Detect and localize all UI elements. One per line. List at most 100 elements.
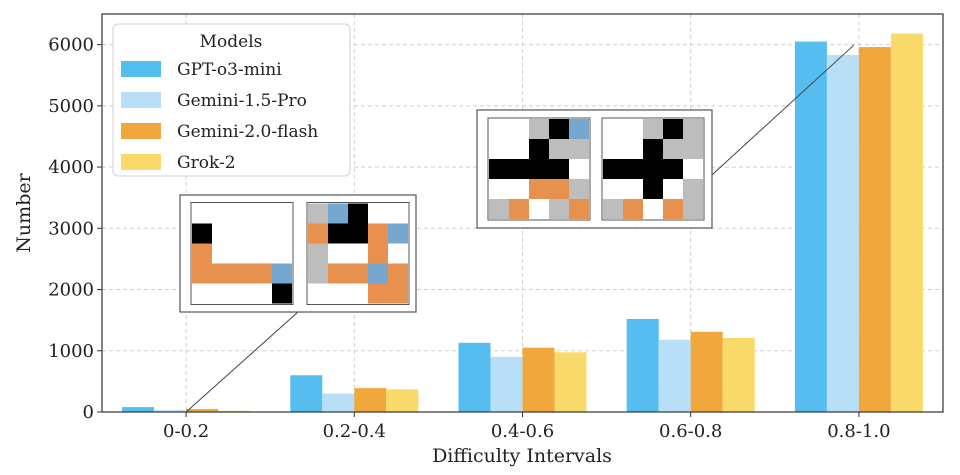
grid-cell bbox=[272, 283, 292, 304]
grid-cell bbox=[368, 263, 388, 284]
x-axis-label: Difficulty Intervals bbox=[432, 445, 612, 467]
y-tick-label: 0 bbox=[83, 402, 94, 423]
grid-cell bbox=[643, 139, 663, 159]
grid-cell bbox=[272, 263, 292, 284]
grid-cell bbox=[232, 263, 252, 284]
grid-cell bbox=[368, 283, 388, 304]
insets bbox=[179, 44, 855, 413]
bars bbox=[122, 33, 923, 413]
bar bbox=[554, 352, 587, 412]
grid-cell bbox=[192, 223, 212, 244]
x-tick-label: 0-0.2 bbox=[163, 421, 209, 442]
grid-cell bbox=[683, 179, 703, 199]
x-axis: 0-0.2 0.2-0.4 0.4-0.6 0.6-0.8 0.8-1.0 bbox=[163, 412, 891, 442]
inset-connector bbox=[711, 44, 855, 176]
grid-cell bbox=[192, 243, 212, 264]
legend-swatch bbox=[121, 92, 161, 108]
legend-swatch bbox=[121, 123, 161, 139]
grid-cell bbox=[328, 263, 348, 284]
y-tick-label: 3000 bbox=[48, 218, 94, 239]
grid-cell bbox=[623, 159, 643, 179]
bar bbox=[218, 410, 251, 412]
grid-cell bbox=[569, 139, 589, 159]
grid-cell bbox=[529, 119, 549, 139]
bar bbox=[890, 33, 923, 413]
bar bbox=[490, 356, 523, 412]
grid-cell bbox=[683, 119, 703, 139]
grid-cell bbox=[529, 139, 549, 159]
grid-cell bbox=[368, 223, 388, 244]
bar bbox=[458, 342, 491, 412]
bar bbox=[122, 407, 155, 412]
bar bbox=[826, 55, 859, 412]
grid-cell bbox=[663, 119, 683, 139]
legend-swatch bbox=[121, 61, 161, 77]
bar bbox=[722, 337, 755, 412]
grid-cell bbox=[549, 179, 569, 199]
grid-cell bbox=[308, 243, 328, 264]
legend-swatch bbox=[121, 154, 161, 170]
y-tick-label: 2000 bbox=[48, 280, 94, 301]
x-tick-label: 0.4-0.6 bbox=[491, 421, 554, 442]
bar bbox=[690, 331, 723, 412]
grid-cell bbox=[569, 199, 589, 219]
legend-title: Models bbox=[200, 32, 263, 52]
grid-cell bbox=[549, 119, 569, 139]
x-tick-label: 0.8-1.0 bbox=[827, 421, 890, 442]
grid-cell bbox=[348, 263, 368, 284]
grid-cell bbox=[489, 199, 509, 219]
grid-cell bbox=[663, 199, 683, 219]
grid-cell bbox=[368, 243, 388, 264]
bar bbox=[658, 339, 691, 412]
bar bbox=[354, 388, 387, 412]
grid-cell bbox=[569, 179, 589, 199]
grid-cell bbox=[549, 139, 569, 159]
legend-label: Grok-2 bbox=[177, 153, 236, 173]
bar bbox=[522, 347, 555, 412]
bar bbox=[322, 393, 355, 412]
bar bbox=[794, 41, 827, 413]
grid-cell bbox=[643, 119, 663, 139]
x-tick-label: 0.2-0.4 bbox=[323, 421, 386, 442]
grid-cell bbox=[308, 223, 328, 244]
y-tick-label: 4000 bbox=[48, 157, 94, 178]
inset-connector bbox=[185, 311, 299, 413]
grid-cell bbox=[663, 139, 683, 159]
grid-cell bbox=[348, 223, 368, 244]
y-tick-label: 6000 bbox=[48, 35, 94, 56]
grid-cell bbox=[683, 139, 703, 159]
y-axis-label: Number bbox=[13, 172, 35, 252]
bar bbox=[386, 389, 419, 412]
y-tick-label: 1000 bbox=[48, 341, 94, 362]
grid-cell bbox=[529, 159, 549, 179]
grid-cell bbox=[348, 203, 368, 224]
grid-cell bbox=[308, 263, 328, 284]
legend: Models GPT-o3-mini Gemini-1.5-Pro Gemini-2.… bbox=[112, 23, 351, 177]
grid-cell bbox=[663, 159, 683, 179]
y-axis: 0 1000 2000 3000 4000 5000 6000 bbox=[48, 35, 102, 423]
bar bbox=[626, 318, 659, 412]
x-tick-label: 0.6-0.8 bbox=[659, 421, 722, 442]
grid-cell bbox=[549, 159, 569, 179]
legend-box bbox=[112, 23, 351, 177]
grid-cell bbox=[212, 263, 232, 284]
legend-label: Gemini-1.5-Pro bbox=[177, 91, 307, 111]
grid-cell bbox=[643, 159, 663, 179]
grid-cell bbox=[549, 199, 569, 219]
grid-cell bbox=[623, 199, 643, 219]
bar bbox=[186, 408, 219, 412]
bar bbox=[154, 410, 187, 412]
grid-cell bbox=[328, 223, 348, 244]
grid-cell bbox=[643, 179, 663, 199]
bar bbox=[290, 375, 323, 412]
grid-cell bbox=[388, 223, 408, 244]
legend-label: GPT-o3-mini bbox=[177, 60, 282, 80]
grid-cell bbox=[192, 263, 212, 284]
grid-cell bbox=[569, 119, 589, 139]
grid-cell bbox=[328, 203, 348, 224]
bar bbox=[858, 47, 891, 413]
grid-cell bbox=[683, 199, 703, 219]
legend-label: Gemini-2.0-flash bbox=[177, 122, 318, 142]
grid-cell bbox=[529, 179, 549, 199]
